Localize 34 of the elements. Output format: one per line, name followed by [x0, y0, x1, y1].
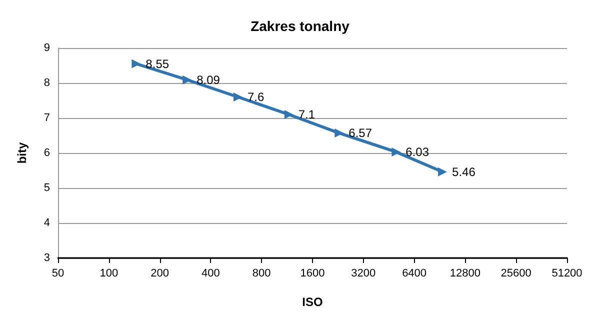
y-axis-title: bity [15, 142, 29, 164]
point [132, 59, 141, 68]
point [182, 75, 192, 84]
data-label: 6.57 [348, 126, 372, 140]
x-tick-label: 50 [52, 268, 64, 280]
x-tick-label: 51200 [552, 268, 582, 280]
x-tick-label: 800 [252, 268, 271, 280]
x-tick-label: 200 [150, 268, 169, 280]
x-tick-label: 400 [202, 268, 220, 280]
x-tick-label: 12800 [450, 268, 480, 280]
y-tick-label: 3 [44, 252, 50, 264]
x-tick-label: 1600 [300, 268, 325, 280]
chart-title: Zakres tonalny [250, 18, 350, 34]
data-label: 6.03 [406, 144, 430, 159]
data-label: 8.55 [146, 56, 170, 71]
y-tick-label: 5 [44, 182, 50, 194]
x-tick-label: 100 [100, 268, 118, 280]
y-tick-label: 6 [44, 147, 50, 159]
x-axis-title: ISO [302, 295, 323, 309]
x-tick-label: 3200 [351, 268, 376, 280]
y-tick-label: 7 [44, 112, 50, 124]
x-tick-label: 25600 [500, 268, 532, 280]
y-tick-label: 8 [44, 77, 50, 89]
data-label: 5.46 [452, 164, 476, 179]
x-tick-label: 6400 [402, 268, 427, 280]
data-label: 8.09 [196, 72, 220, 87]
y-tick-label: 4 [44, 217, 50, 229]
data-label: 7.1 [298, 108, 316, 122]
point [334, 128, 344, 138]
point [438, 167, 448, 176]
point [233, 92, 242, 102]
y-tick-label: 9 [44, 42, 50, 54]
point [284, 110, 294, 119]
data-label: 7.6 [247, 90, 264, 104]
